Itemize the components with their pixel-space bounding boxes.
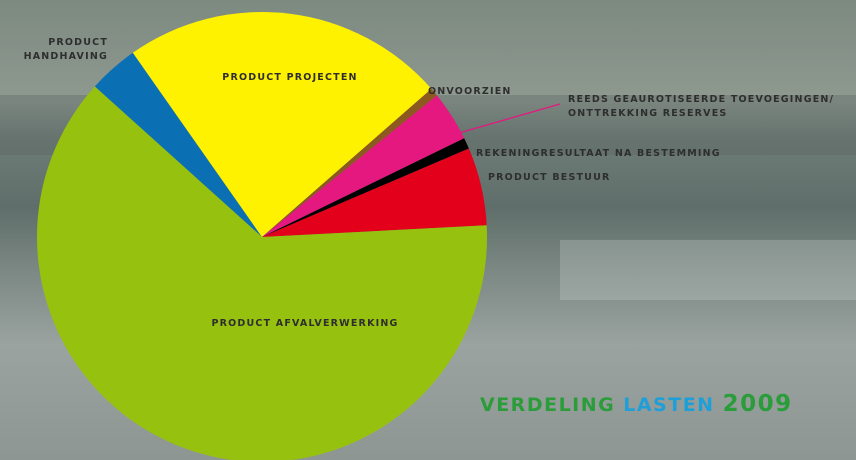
pie-slice (262, 88, 437, 238)
slice-label: PRODUCT BESTUUR (488, 172, 611, 183)
pie-slice (262, 95, 465, 237)
title-part: LASTEN (623, 394, 714, 416)
slice-label: ONVOORZIEN (428, 86, 512, 97)
pie-slice (132, 11, 432, 238)
title-part: 2009 (723, 391, 793, 417)
pie-slice (94, 52, 262, 238)
pie-slice (262, 138, 469, 237)
wave (560, 240, 856, 300)
slice-label: PRODUCT AFVALVERWERKING (211, 318, 399, 329)
slice-label: REEDS GEAUROTISEERDE TOEVOEGINGEN/ ONTTR… (568, 94, 835, 119)
title-part: VERDELING (480, 394, 615, 416)
chart-title: VERDELING LASTEN 2009 (480, 391, 793, 417)
slice-label: REKENINGRESULTAAT NA BESTEMMING (476, 148, 721, 159)
slice-label: PRODUCT PROJECTEN (222, 72, 358, 83)
leader-line (458, 103, 561, 134)
pie-slice (37, 86, 487, 460)
slice-label: PRODUCT HANDHAVING (23, 37, 108, 62)
pie-slice (262, 148, 487, 237)
pie (37, 11, 487, 460)
